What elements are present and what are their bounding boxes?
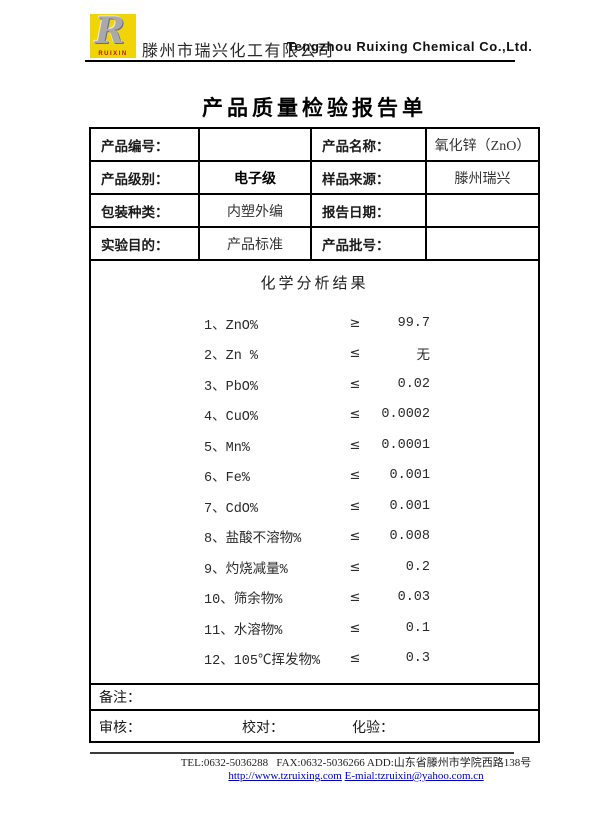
analyte-value: 无: [416, 349, 431, 365]
company-logo: R RUIXIN: [90, 14, 136, 58]
analyte-name: 7、CdO%: [204, 501, 259, 517]
logo-r-icon: R: [95, 14, 125, 52]
batch-no-value: [427, 228, 538, 259]
analyte-value: 0.2: [405, 559, 430, 575]
comparison-symbol: ≤: [349, 437, 361, 453]
analysis-row: 1、ZnO% ≥ 99.7: [91, 308, 538, 339]
comparison-symbol: ≤: [349, 529, 361, 545]
product-no-label: 产品编号：: [91, 129, 200, 160]
website-link[interactable]: http://www.tzruixing.com: [228, 770, 342, 782]
page-title: 产品质量检验报告单: [202, 97, 427, 120]
footer: TEL:0632-5036288 FAX:0632-5036266 ADD:山东…: [144, 757, 568, 783]
report-date-label: 报告日期：: [312, 195, 427, 226]
product-grade-label: 产品级别：: [91, 162, 200, 193]
product-grade-value: 电子级: [200, 162, 312, 193]
analysis-section: 化学分析结果 1、ZnO% ≥ 99.7 2、Zn % ≤ 无 3、PbO% ≤…: [91, 272, 538, 685]
table-row: 实验目的： 产品标准 产品批号：: [91, 228, 538, 261]
remarks-row: 备注：: [91, 685, 538, 711]
analyte-name: 5、Mn%: [204, 440, 250, 456]
analysis-row: 8、盐酸不溶物% ≤ 0.008: [91, 522, 538, 553]
remarks-label: 备注：: [99, 691, 141, 706]
analysis-row: 4、CuO% ≤ 0.0002: [91, 400, 538, 431]
proofread-label: 校对：: [242, 721, 284, 736]
footer-divider: [90, 752, 514, 754]
analysis-list: 1、ZnO% ≥ 99.7 2、Zn % ≤ 无 3、PbO% ≤ 0.02 4…: [91, 308, 538, 674]
email-link[interactable]: E-mial:tzruixin@yahoo.com.cn: [344, 770, 484, 782]
comparison-symbol: ≤: [349, 498, 361, 514]
analyte-value: 0.008: [389, 529, 430, 545]
logo-brand-text: RUIXIN: [98, 51, 128, 57]
product-name-label: 产品名称：: [312, 129, 427, 160]
experiment-purpose-value: 产品标准: [200, 228, 312, 259]
analyte-name: 6、Fe%: [204, 471, 250, 487]
analyte-value: 0.0001: [381, 437, 430, 453]
report-date-value: [427, 195, 538, 226]
analysis-row: 12、105℃挥发物% ≤ 0.3: [91, 644, 538, 675]
analyte-value: 0.001: [389, 468, 430, 484]
company-name-cn: 滕州市瑞兴化工有限公司: [142, 43, 335, 60]
package-type-value: 内塑外编: [200, 195, 312, 226]
comparison-symbol: ≤: [349, 651, 361, 667]
analyte-value: 0.001: [389, 498, 430, 514]
header-divider: [85, 60, 515, 62]
batch-no-label: 产品批号：: [312, 228, 427, 259]
test-label: 化验：: [352, 721, 394, 736]
analyte-value: 99.7: [397, 315, 430, 331]
analyte-name: 3、PbO%: [204, 379, 259, 395]
analyte-name: 11、水溶物%: [204, 623, 283, 639]
footer-contact-line: TEL:0632-5036288 FAX:0632-5036266 ADD:山东…: [180, 757, 532, 769]
table-row: 产品级别： 电子级 样品来源： 滕州瑞兴: [91, 162, 538, 195]
analyte-name: 2、Zn %: [204, 349, 259, 365]
analyte-value: 0.3: [405, 651, 430, 667]
comparison-symbol: ≤: [349, 376, 361, 392]
analysis-row: 10、筛余物% ≤ 0.03: [91, 583, 538, 614]
analyte-name: 8、盐酸不溶物%: [204, 532, 302, 548]
comparison-symbol: ≤: [349, 346, 361, 362]
analyte-value: 0.03: [397, 590, 430, 606]
analysis-row: 9、灼烧减量% ≤ 0.2: [91, 552, 538, 583]
package-type-label: 包装种类：: [91, 195, 200, 226]
comparison-symbol: ≤: [349, 468, 361, 484]
comparison-symbol: ≤: [349, 559, 361, 575]
analysis-row: 3、PbO% ≤ 0.02: [91, 369, 538, 400]
analyte-value: 0.02: [397, 376, 430, 392]
analyte-name: 1、ZnO%: [204, 318, 259, 334]
analyte-value: 0.1: [405, 620, 430, 636]
signoff-row: 审核： 校对： 化验：: [91, 711, 538, 741]
sample-source-value: 滕州瑞兴: [454, 171, 511, 187]
analysis-row: 11、水溶物% ≤ 0.1: [91, 613, 538, 644]
analysis-title: 化学分析结果: [260, 276, 369, 292]
analysis-row: 7、CdO% ≤ 0.001: [91, 491, 538, 522]
analysis-row: 2、Zn % ≤ 无: [91, 339, 538, 370]
analyte-name: 12、105℃挥发物%: [204, 654, 321, 670]
table-row: 包装种类： 内塑外编 报告日期：: [91, 195, 538, 228]
analyte-value: 0.0002: [381, 407, 430, 423]
company-name-en: Tengzhou Ruixing Chemical Co.,Ltd.: [287, 39, 533, 54]
report-table: 产品编号： 产品名称： 氧化锌（ZnO） 产品级别： 电子级 样品来源： 滕州瑞…: [89, 127, 540, 743]
footer-links-line: http://www.tzruixing.com E-mial:tzruixin…: [144, 770, 568, 783]
experiment-purpose-label: 实验目的：: [91, 228, 200, 259]
analyte-name: 10、筛余物%: [204, 593, 283, 609]
comparison-symbol: ≤: [349, 590, 361, 606]
analysis-row: 6、Fe% ≤ 0.001: [91, 461, 538, 492]
comparison-symbol: ≥: [349, 315, 361, 331]
product-no-value: [200, 129, 312, 160]
analyte-name: 4、CuO%: [204, 410, 259, 426]
review-label: 审核：: [99, 721, 141, 736]
analysis-row: 5、Mn% ≤ 0.0001: [91, 430, 538, 461]
comparison-symbol: ≤: [349, 620, 361, 636]
sample-source-label: 样品来源：: [312, 162, 427, 193]
comparison-symbol: ≤: [349, 407, 361, 423]
table-row: 产品编号： 产品名称： 氧化锌（ZnO）: [91, 129, 538, 162]
product-name-value: 氧化锌（ZnO）: [434, 138, 531, 154]
analyte-name: 9、灼烧减量%: [204, 562, 288, 578]
